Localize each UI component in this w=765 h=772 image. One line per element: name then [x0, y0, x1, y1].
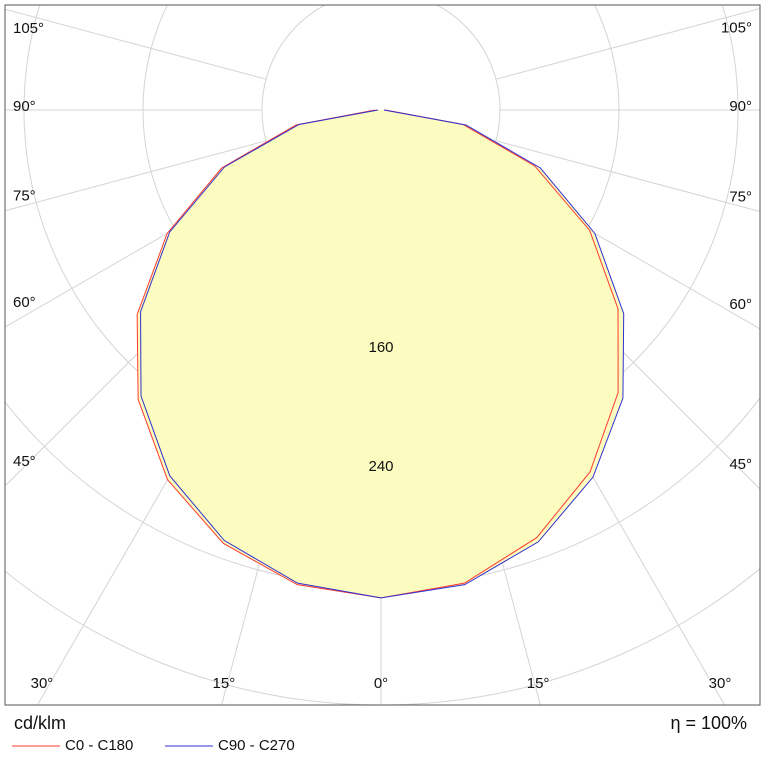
legend: C0 - C180 C90 - C270 — [12, 737, 295, 754]
intensity-curve — [140, 109, 625, 599]
efficiency-label: η = 100% — [670, 713, 747, 733]
angle-grid-line — [5, 8, 267, 80]
angle-tick-label: 30° — [709, 675, 732, 692]
angle-tick-label: 60° — [13, 294, 36, 311]
angle-tick-label: 75° — [13, 188, 36, 205]
angle-tick-label: 15° — [213, 675, 236, 692]
legend-label: C0 - C180 — [65, 737, 133, 754]
angle-tick-label: 105° — [13, 20, 44, 37]
angle-tick-label: 90° — [729, 98, 752, 115]
unit-label: cd/klm — [14, 713, 66, 733]
intensity-fill — [140, 110, 624, 598]
angle-tick-label: 45° — [729, 456, 752, 473]
curves — [136, 109, 625, 599]
angle-grid-line — [5, 140, 267, 212]
intensity-tick-label: 240 — [368, 458, 393, 475]
angle-tick-label: 60° — [729, 296, 752, 313]
angle-tick-label: 75° — [729, 189, 752, 206]
angle-grid-line — [495, 7, 760, 80]
plot-frame — [4, 4, 761, 706]
angle-tick-label: 90° — [13, 98, 36, 115]
angle-tick-label: 0° — [374, 675, 388, 692]
angle-grid-line — [495, 140, 760, 213]
labels: 105° 90° 75° 60° 45° 30° 15° 0° 15° 30° 45° 60° 75° 9… — [13, 19, 752, 692]
intensity-tick-label: 160 — [368, 339, 393, 356]
angle-tick-label: 30° — [31, 675, 54, 692]
angle-tick-label: 15° — [527, 675, 550, 692]
legend-label: C90 - C270 — [218, 737, 295, 754]
angle-tick-label: 45° — [13, 453, 36, 470]
angle-tick-label: 105° — [721, 19, 752, 36]
